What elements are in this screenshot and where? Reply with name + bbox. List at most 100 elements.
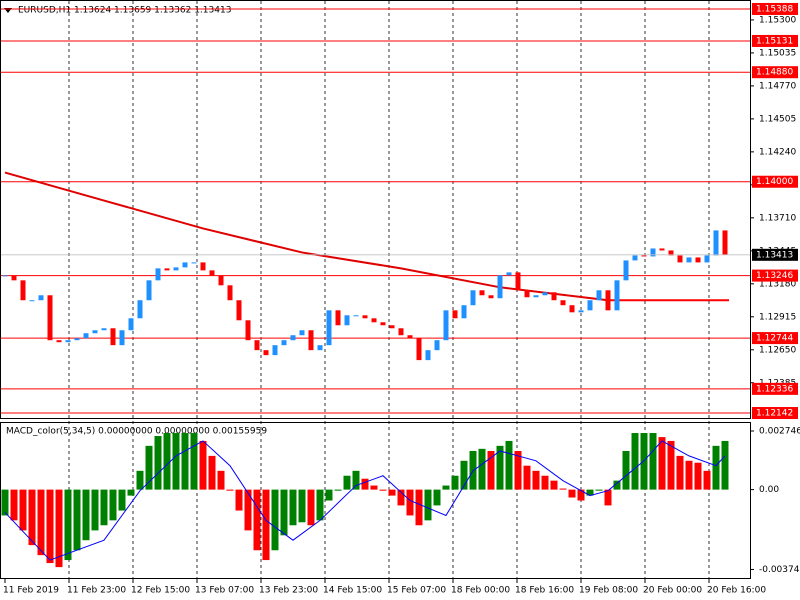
macd-bar [676,455,684,490]
macd-bar [226,489,234,491]
candle [47,295,53,341]
candle [290,335,296,341]
x-tick-label: 13 Feb 07:00 [195,586,254,596]
candle [443,310,449,341]
candle [659,248,665,251]
level-label: 1.14880 [756,68,793,78]
candle [389,325,395,329]
level-label-bg [752,2,798,15]
y-tick-label: 1.14505 [759,114,796,124]
x-tick-label: 18 Feb 16:00 [515,586,574,596]
level-label: 1.15131 [756,36,793,46]
macd-bar [271,489,279,551]
macd-bar [163,433,171,490]
macd-bar [127,489,135,496]
candle [218,275,224,286]
macd-bar [190,433,198,490]
macd-bar [244,489,252,531]
y-tick-label: 1.15035 [759,48,796,58]
macd-bar [577,489,585,501]
macd-bar [181,433,189,490]
candle [2,275,8,277]
candle [101,328,107,331]
y-tick-label: 1.12915 [759,312,796,322]
candle [407,335,413,339]
current-price-label: 1.13413 [756,250,793,260]
candle [488,295,494,299]
macd-bar [37,489,45,556]
y-tick-label: 1.14770 [759,81,796,91]
macd-bar [442,485,450,490]
candle [299,330,305,336]
macd-bar [478,448,486,490]
macd-bar [514,450,522,490]
macd-bar [235,489,243,511]
macd-bar [352,470,360,490]
macd-bar [280,489,288,536]
macd-bar [505,440,513,490]
macd-bar [397,489,405,506]
y-tick-label: 0.00 [759,485,779,495]
macd-bar [316,489,324,521]
candle [704,255,710,263]
macd-bar [46,489,54,564]
candle [191,262,197,264]
macd-bar [334,489,342,491]
candle [614,280,620,311]
macd-bar [262,489,270,561]
main-panel [0,0,751,419]
candle [155,268,161,281]
level-label-bg [752,269,798,282]
level-label-bg [752,175,798,188]
macd-bar [154,436,162,490]
macd-bar [379,489,387,491]
candle [344,315,350,326]
candle [398,328,404,336]
candle [254,340,260,351]
macd-bar [604,489,612,506]
candle [461,305,467,319]
macd-bar [460,460,468,490]
macd-bar [82,489,90,541]
current-price-bg [752,248,798,261]
candle [128,318,134,331]
macd-bar [1,489,9,516]
candle [380,322,386,326]
macd-bar [289,489,297,526]
macd-bar [343,475,351,490]
candle [65,340,71,343]
macd-bar [136,470,144,490]
candle [281,340,287,346]
candle [434,340,440,351]
macd-bar [631,433,639,490]
candle [83,333,89,339]
macd-bar [10,489,18,521]
macd-bar [307,489,315,526]
level-label-bg [752,332,798,345]
candle [164,268,170,271]
y-tick-label: -0.003740 [759,565,800,575]
candle [245,320,251,341]
candle [569,305,575,313]
macd-bar [415,489,423,526]
candle [326,310,332,346]
macd-bar [109,489,117,521]
candle [137,300,143,319]
candle [551,292,557,301]
macd-bar [91,489,99,531]
x-tick-label: 15 Feb 07:00 [387,586,446,596]
candle [146,280,152,301]
macd-bar [406,489,414,516]
candle [263,350,269,356]
level-label: 1.15388 [756,4,793,14]
x-tick-label: 20 Feb 00:00 [643,586,702,596]
x-tick-label: 19 Feb 08:00 [579,586,638,596]
candle [56,340,62,343]
signal-line [4,440,726,561]
macd-bar [298,489,306,523]
x-tick-label: 13 Feb 23:00 [259,586,318,596]
candle [425,350,431,361]
macd-bar [685,460,693,490]
macd-bar [172,433,180,490]
